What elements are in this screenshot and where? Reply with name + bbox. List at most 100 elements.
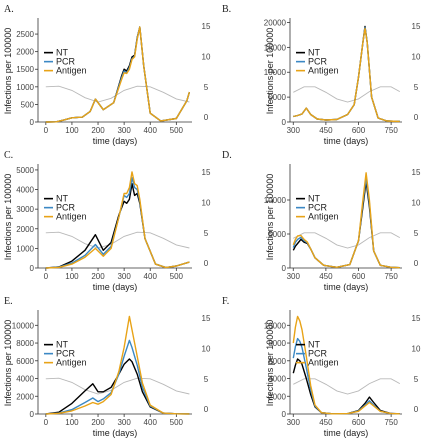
y-tick-label: 0	[282, 264, 287, 273]
x-tick-label: 750	[384, 272, 398, 281]
x-tick-label: 0	[44, 418, 49, 427]
y2-tick-label: 5	[414, 375, 419, 384]
series-line-pcr	[292, 176, 400, 269]
legend-label-nt: NT	[56, 194, 68, 204]
y2-tick-label: 15	[412, 22, 421, 31]
y-tick-label: 4000	[16, 375, 34, 384]
x-tick-label: 750	[384, 126, 398, 135]
x-tick-label: 450	[319, 418, 333, 427]
legend-label-antigen: Antigen	[308, 212, 339, 222]
legend-label-nt: NT	[56, 340, 68, 350]
y2-tick-label: 0	[414, 259, 419, 268]
seasonal-curve	[45, 231, 190, 249]
legend-label-pcr: PCR	[56, 57, 76, 67]
y2-tick-label: 10	[202, 344, 211, 353]
y-tick-label: 6000	[268, 357, 286, 366]
y2-tick-label: 0	[204, 113, 209, 122]
x-tick-label: 300	[117, 126, 131, 135]
legend-label-nt: NT	[308, 48, 320, 58]
y-tick-label: 6000	[16, 357, 34, 366]
y2-tick-label: 10	[412, 344, 421, 353]
y-tick-label: 10000	[264, 68, 287, 77]
y2-tick-label: 10	[202, 198, 211, 207]
x-tick-label: 500	[170, 126, 184, 135]
legend-label-pcr: PCR	[56, 203, 76, 213]
y2-tick-label: 5	[204, 83, 209, 92]
y2-tick-label: 0	[204, 405, 209, 414]
y-tick-label: 0	[30, 264, 35, 273]
panel-d: D. 0 5000 10000 300 450 600 750 0 5 10 15 time (days…	[222, 150, 421, 292]
x-tick-label: 500	[170, 418, 184, 427]
y2-tick-label: 0	[414, 405, 419, 414]
x-tick-label: 600	[352, 272, 366, 281]
y-tick-label: 10000	[264, 321, 287, 330]
seasonal-curve	[293, 378, 401, 395]
y-tick-label: 0	[30, 410, 35, 419]
y-tick-label: 0	[282, 410, 287, 419]
x-tick-label: 300	[287, 126, 301, 135]
x-tick-label: 600	[352, 418, 366, 427]
y-tick-label: 2000	[16, 225, 34, 234]
series-line-antigen	[293, 27, 400, 123]
y-tick-label: 10000	[12, 321, 35, 330]
y2-tick-label: 15	[412, 314, 421, 323]
y2-tick-label: 10	[202, 52, 211, 61]
y2-tick-label: 15	[202, 314, 211, 323]
y-axis-label: Infections per 100000	[3, 174, 13, 261]
x-tick-label: 450	[319, 272, 333, 281]
y2-tick-label: 5	[204, 229, 209, 238]
x-tick-label: 300	[117, 418, 131, 427]
y-tick-label: 2000	[16, 392, 34, 401]
y-axis-label: Infections per 100000	[265, 28, 275, 115]
y-tick-label: 4000	[16, 186, 34, 195]
y2-tick-label: 5	[204, 375, 209, 384]
x-tick-label: 400	[144, 272, 158, 281]
y-axis-label: Infections per 100000	[265, 320, 275, 407]
panel-label: B.	[222, 4, 231, 15]
series-line-antigen	[292, 172, 400, 269]
y-tick-label: 0	[282, 118, 287, 127]
legend-label-antigen: Antigen	[56, 212, 87, 222]
y2-tick-label: 0	[414, 113, 419, 122]
y2-tick-label: 15	[412, 168, 421, 177]
x-tick-label: 400	[144, 418, 158, 427]
x-tick-label: 500	[170, 272, 184, 281]
legend-label-nt: NT	[308, 194, 320, 204]
y-tick-label: 4000	[268, 375, 286, 384]
x-tick-label: 450	[319, 126, 333, 135]
x-axis-label: time (days)	[324, 136, 369, 146]
y2-tick-label: 5	[414, 229, 419, 238]
y-tick-label: 2000	[16, 48, 34, 57]
panel-b: B. 0 5000 10000 15000 20000 300 450 600 750 0 5 10 15…	[222, 4, 421, 146]
x-tick-label: 200	[91, 418, 105, 427]
y-axis-label: Infections per 100000	[265, 174, 275, 261]
y-tick-label: 15000	[264, 43, 287, 52]
x-tick-label: 100	[65, 272, 79, 281]
x-tick-label: 0	[44, 272, 49, 281]
x-axis-label: time (days)	[93, 136, 138, 146]
legend-label-antigen: Antigen	[308, 358, 339, 368]
x-tick-label: 300	[117, 272, 131, 281]
y2-tick-label: 15	[202, 22, 211, 31]
x-axis-label: time (days)	[324, 428, 369, 438]
panel-label: E.	[4, 296, 13, 307]
y2-tick-label: 15	[202, 168, 211, 177]
panel-a: A. 0 500 1000 1500 2000 2500 0 100 200 300 400 500 0 5…	[3, 4, 211, 146]
y-tick-label: 0	[30, 118, 35, 127]
x-tick-label: 600	[352, 126, 366, 135]
y2-tick-label: 5	[414, 83, 419, 92]
series-line-antigen	[45, 315, 190, 415]
legend-label-pcr: PCR	[56, 349, 76, 359]
y-tick-label: 500	[21, 100, 35, 109]
legend-label-antigen: Antigen	[56, 358, 87, 368]
y-tick-label: 10000	[264, 196, 287, 205]
seasonal-curve	[293, 232, 401, 249]
legend-label-nt: NT	[56, 48, 68, 58]
series-line-antigen	[292, 315, 400, 415]
panel-label: A.	[4, 4, 14, 15]
legend-label-antigen: Antigen	[308, 66, 339, 76]
y-tick-label: 1500	[16, 65, 34, 74]
